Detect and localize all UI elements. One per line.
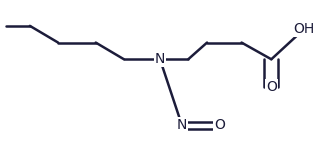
Text: OH: OH xyxy=(294,22,315,36)
Text: N: N xyxy=(155,52,165,66)
Text: O: O xyxy=(214,118,225,132)
Text: O: O xyxy=(266,80,277,94)
Text: N: N xyxy=(177,118,187,132)
